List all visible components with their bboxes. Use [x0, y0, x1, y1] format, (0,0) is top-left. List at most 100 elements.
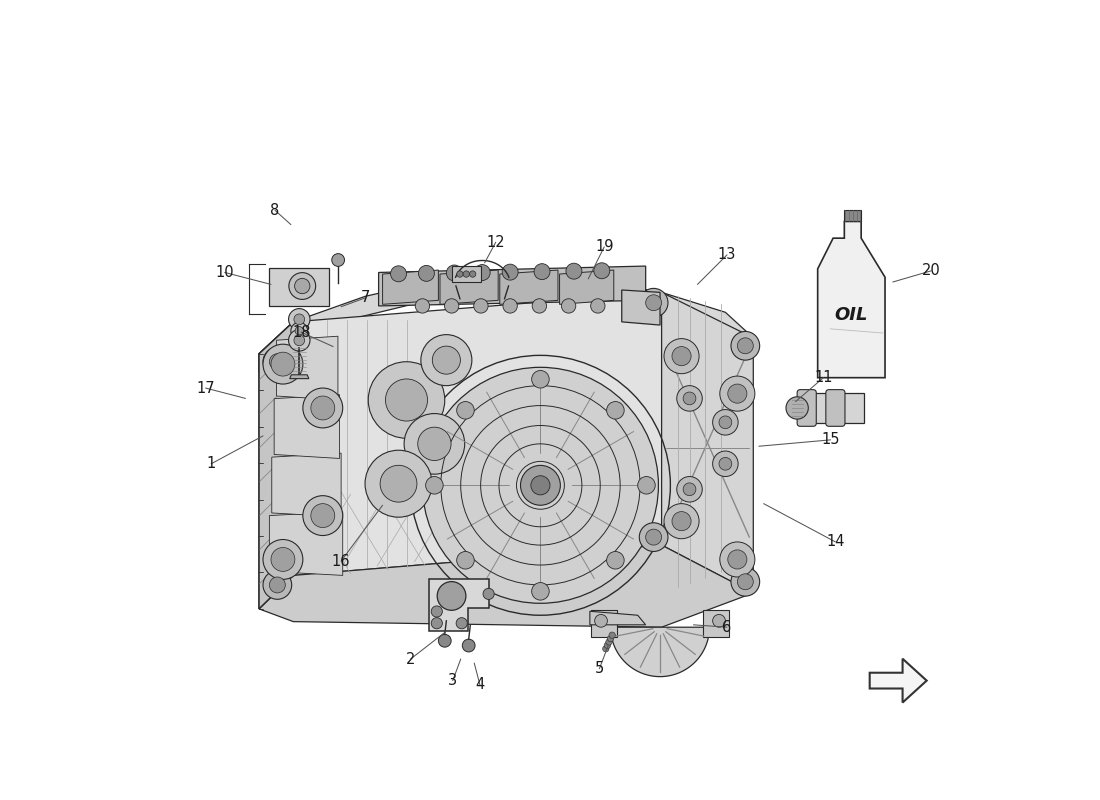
Text: 2: 2	[406, 651, 415, 666]
Polygon shape	[621, 290, 660, 325]
Circle shape	[294, 335, 305, 346]
Circle shape	[474, 265, 491, 281]
Polygon shape	[289, 375, 309, 378]
Text: 18: 18	[292, 325, 310, 340]
Text: 4: 4	[475, 677, 484, 692]
Polygon shape	[378, 266, 646, 306]
Circle shape	[447, 265, 462, 281]
Text: 12: 12	[486, 234, 505, 250]
Circle shape	[728, 550, 747, 569]
Circle shape	[474, 298, 488, 313]
Circle shape	[289, 273, 316, 299]
Polygon shape	[272, 453, 341, 517]
Circle shape	[604, 642, 611, 649]
Circle shape	[672, 346, 691, 366]
Circle shape	[422, 367, 659, 603]
Polygon shape	[817, 222, 886, 378]
Polygon shape	[610, 627, 710, 677]
Polygon shape	[703, 610, 729, 637]
Circle shape	[263, 539, 302, 579]
Circle shape	[732, 567, 760, 596]
Polygon shape	[258, 322, 294, 609]
Circle shape	[421, 334, 472, 386]
Circle shape	[456, 618, 468, 629]
Circle shape	[713, 410, 738, 435]
Text: 8: 8	[271, 202, 279, 218]
Circle shape	[531, 370, 549, 388]
Text: 13: 13	[718, 247, 736, 262]
Polygon shape	[274, 394, 340, 458]
Circle shape	[270, 577, 285, 593]
Polygon shape	[270, 268, 329, 306]
Circle shape	[732, 331, 760, 360]
Circle shape	[470, 271, 476, 278]
Circle shape	[311, 504, 334, 527]
Circle shape	[437, 582, 466, 610]
Text: 15: 15	[822, 432, 840, 447]
Polygon shape	[270, 512, 343, 575]
Text: 17: 17	[196, 381, 214, 395]
Circle shape	[483, 588, 494, 599]
Circle shape	[683, 392, 696, 405]
Circle shape	[432, 346, 461, 374]
FancyBboxPatch shape	[798, 390, 816, 426]
Circle shape	[606, 551, 624, 569]
Text: 11: 11	[814, 370, 833, 385]
Circle shape	[664, 504, 700, 538]
Circle shape	[561, 298, 575, 313]
Circle shape	[416, 298, 430, 313]
Circle shape	[719, 416, 732, 429]
Text: 14: 14	[826, 534, 845, 550]
Polygon shape	[845, 210, 861, 222]
Circle shape	[719, 458, 732, 470]
Polygon shape	[258, 277, 754, 372]
Circle shape	[295, 278, 310, 294]
Circle shape	[719, 542, 755, 577]
Circle shape	[263, 344, 302, 384]
Circle shape	[294, 314, 305, 325]
Circle shape	[271, 352, 295, 376]
Circle shape	[719, 376, 755, 411]
Polygon shape	[294, 292, 661, 575]
Circle shape	[565, 263, 582, 279]
Circle shape	[606, 402, 624, 419]
Circle shape	[288, 309, 310, 330]
Circle shape	[646, 294, 661, 310]
Polygon shape	[806, 393, 865, 423]
Circle shape	[786, 397, 808, 419]
Polygon shape	[591, 610, 617, 637]
FancyBboxPatch shape	[826, 390, 845, 426]
Circle shape	[672, 512, 691, 530]
Circle shape	[456, 402, 474, 419]
Circle shape	[503, 264, 518, 280]
Circle shape	[381, 466, 417, 502]
Circle shape	[520, 466, 560, 506]
Polygon shape	[440, 270, 498, 304]
Circle shape	[603, 646, 609, 652]
Text: OIL: OIL	[835, 306, 868, 324]
Circle shape	[646, 529, 661, 545]
Circle shape	[271, 547, 295, 571]
Circle shape	[535, 264, 550, 280]
Polygon shape	[452, 266, 481, 282]
Circle shape	[639, 522, 668, 551]
Circle shape	[606, 638, 613, 645]
Circle shape	[713, 614, 725, 627]
Circle shape	[365, 450, 432, 517]
Circle shape	[594, 262, 609, 278]
Circle shape	[404, 414, 464, 474]
Polygon shape	[590, 611, 646, 625]
Polygon shape	[661, 292, 754, 593]
Text: 6: 6	[723, 620, 732, 634]
Text: 20: 20	[922, 263, 940, 278]
Polygon shape	[258, 545, 754, 627]
Circle shape	[591, 298, 605, 313]
Polygon shape	[383, 270, 439, 304]
Circle shape	[737, 574, 754, 590]
Text: 16: 16	[332, 554, 351, 569]
Text: 7: 7	[361, 290, 370, 306]
Circle shape	[311, 396, 334, 420]
Circle shape	[638, 477, 656, 494]
Circle shape	[456, 271, 463, 278]
Circle shape	[639, 288, 668, 317]
